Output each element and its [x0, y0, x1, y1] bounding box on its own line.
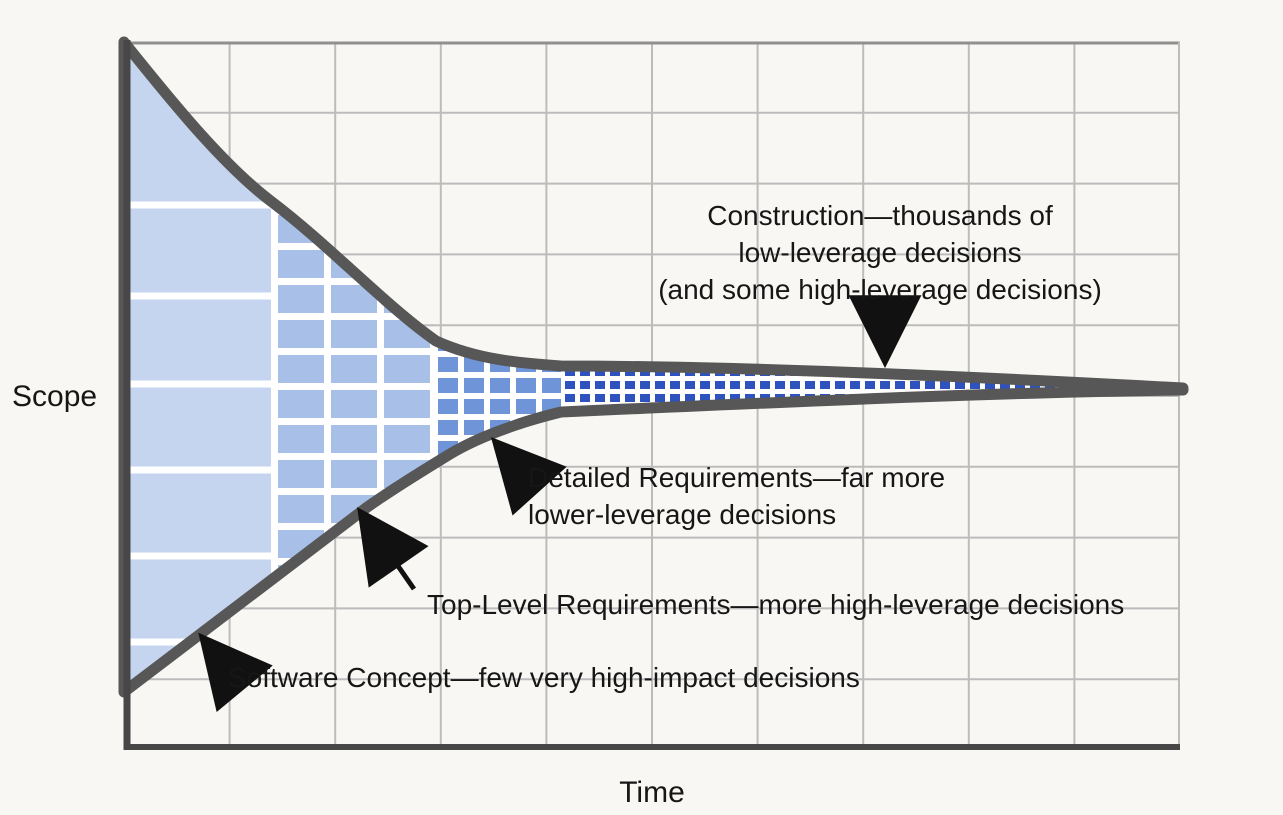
- software-concept-arrow-icon: [198, 632, 273, 712]
- software-concept-annotation: Software Concept—few very high-impact de…: [228, 662, 860, 693]
- detailed-requirements-annotation-line1: Detailed Requirements—far more: [528, 462, 946, 493]
- annotation-arrows: [198, 295, 922, 712]
- funnel-band1-dividers: [124, 201, 271, 646]
- top-level-requirements-annotation: Top-Level Requirements—more high-leverag…: [427, 589, 1125, 620]
- y-axis-label: Scope: [12, 380, 98, 413]
- construction-annotation-line3: (and some high-leverage decisions): [658, 274, 1102, 305]
- detailed-requirements-arrow-icon: [490, 436, 567, 516]
- detailed-requirements-annotation: Detailed Requirements—far more lower-lev…: [528, 459, 945, 533]
- top-level-requirements-arrow-icon: [357, 507, 429, 591]
- axes: [123, 40, 1180, 750]
- construction-annotation-line1: Construction—thousands of: [707, 200, 1053, 231]
- x-axis-label: Time: [619, 776, 685, 809]
- detailed-requirements-annotation-line2: lower-leverage decisions: [528, 499, 837, 530]
- funnel-outline: [118, 36, 1189, 698]
- construction-annotation: Construction—thousands of low-leverage d…: [590, 197, 1170, 308]
- construction-annotation-line2: low-leverage decisions: [738, 237, 1022, 268]
